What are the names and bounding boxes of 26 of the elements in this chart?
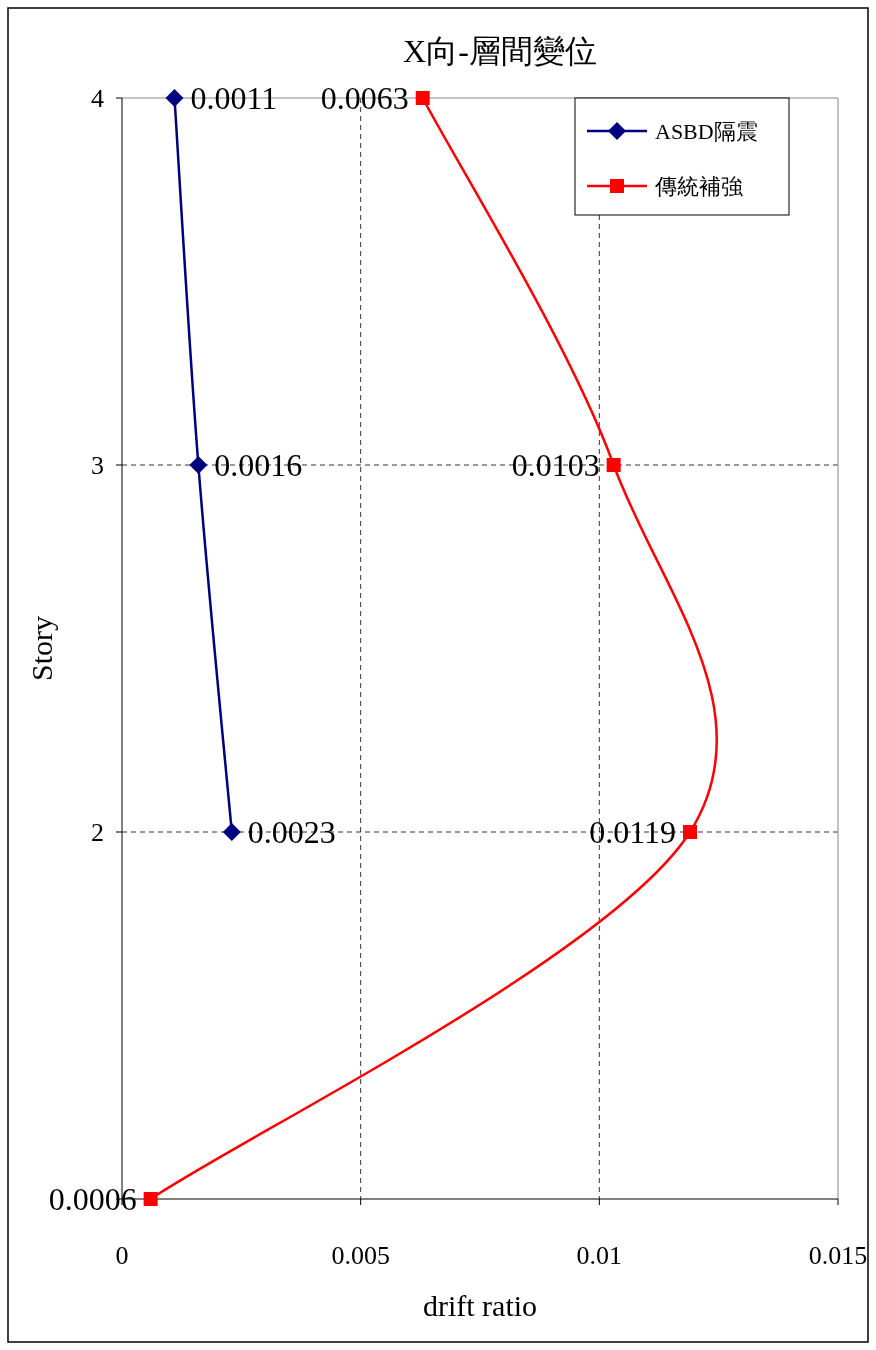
data-label: 0.0006	[48, 1181, 137, 1217]
legend-label: ASBD隔震	[655, 119, 758, 144]
x-tick-label: 0	[115, 1241, 129, 1270]
data-label: 0.0063	[320, 80, 409, 116]
data-label: 0.0023	[247, 814, 336, 850]
y-tick-label: 3	[91, 451, 104, 480]
data-label: 0.0103	[511, 447, 600, 483]
x-tick-label: 0.005	[331, 1241, 390, 1270]
data-label: 0.0011	[190, 80, 278, 116]
x-axis-title: drift ratio	[422, 1289, 538, 1322]
point	[165, 89, 184, 107]
data-label: 0.0016	[214, 447, 303, 483]
y-axis-title: Story	[25, 615, 58, 682]
y-tick-label: 4	[91, 84, 104, 113]
x-tick-label: 0.01	[576, 1241, 623, 1270]
point	[143, 1192, 158, 1206]
point	[415, 91, 430, 105]
legend-label: 傳統補強	[654, 174, 743, 199]
point	[683, 825, 698, 839]
x-tick-label: 0.015	[808, 1241, 868, 1270]
data-label: 0.0119	[589, 814, 677, 850]
y-tick-label: 2	[91, 818, 104, 847]
point	[189, 456, 208, 474]
point	[606, 458, 621, 472]
point	[222, 823, 241, 841]
chart-title: X向-層間變位	[403, 33, 597, 69]
